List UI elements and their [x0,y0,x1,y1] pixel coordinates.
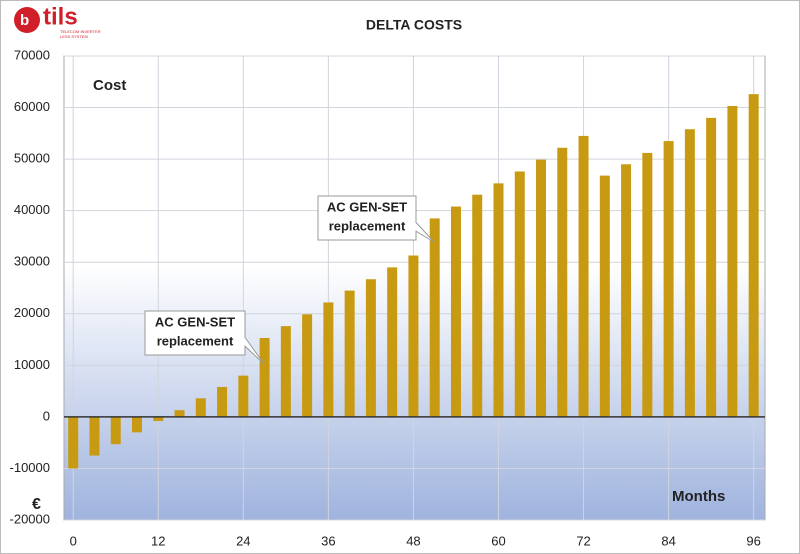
bar [472,194,483,417]
x-tick-label: 72 [576,533,590,548]
y-tick-label: 10000 [14,357,50,372]
bar [578,135,589,417]
logo-tagline: LESS SYSTEM [60,34,88,39]
bar [89,416,100,456]
bar [727,106,738,417]
bar [684,129,695,417]
callout-text: replacement [157,333,234,348]
y-tick-label: 70000 [14,47,50,62]
bar [621,164,632,417]
y-tick-label: 60000 [14,99,50,114]
logo-tagline: TELECOM INVERTER [60,29,101,34]
callout-box [144,310,265,365]
bar [706,117,717,417]
bar [110,416,121,445]
x-tick-label: 96 [746,533,760,548]
x-tick-label: 12 [151,533,165,548]
x-tick-label: 24 [236,533,250,548]
y-tick-label: 20000 [14,305,50,320]
bar [408,255,419,417]
x-tick-label: 48 [406,533,420,548]
logo: b tils TELECOM INVERTER LESS SYSTEM [14,3,101,39]
y-axis-label: Cost [93,77,126,94]
bar [663,141,674,417]
bar [344,290,355,417]
chart-title: DELTA COSTS [366,17,462,33]
bar [493,183,504,417]
x-axis-label: Months [672,488,725,505]
bar [514,171,525,417]
unit-label: € [32,496,41,513]
y-tick-label: 0 [43,408,50,423]
bar [68,416,79,469]
y-tick-label: 30000 [14,254,50,269]
bar [238,375,249,417]
bar [174,410,185,417]
bar [153,416,164,422]
bar [259,338,270,417]
logo-icon [14,7,40,33]
callout-text: AC GEN-SET [155,314,235,329]
x-tick-label: 84 [661,533,675,548]
callout-text: replacement [329,218,406,233]
y-tick-label: 40000 [14,202,50,217]
callout-text: AC GEN-SET [327,199,407,214]
bar [599,175,610,417]
bar [217,386,228,417]
x-tick-label: 60 [491,533,505,548]
bar [132,416,143,433]
bar [642,152,653,417]
bar [280,326,291,417]
bar [557,147,568,417]
bar [365,279,376,417]
bar [450,206,461,417]
bar [748,94,759,417]
x-tick-label: 36 [321,533,335,548]
y-tick-label: -20000 [10,511,50,526]
logo-icon-letter: b [20,12,29,29]
bar [302,314,313,417]
bar [429,218,440,417]
logo-name: tils [43,3,78,30]
y-tick-label: 50000 [14,151,50,166]
callout-box [317,195,435,243]
bar [323,302,334,417]
y-tick-label: -10000 [10,460,50,475]
bar [387,267,398,417]
bar [536,159,547,417]
x-tick-label: 0 [70,533,77,548]
bar [195,398,206,417]
